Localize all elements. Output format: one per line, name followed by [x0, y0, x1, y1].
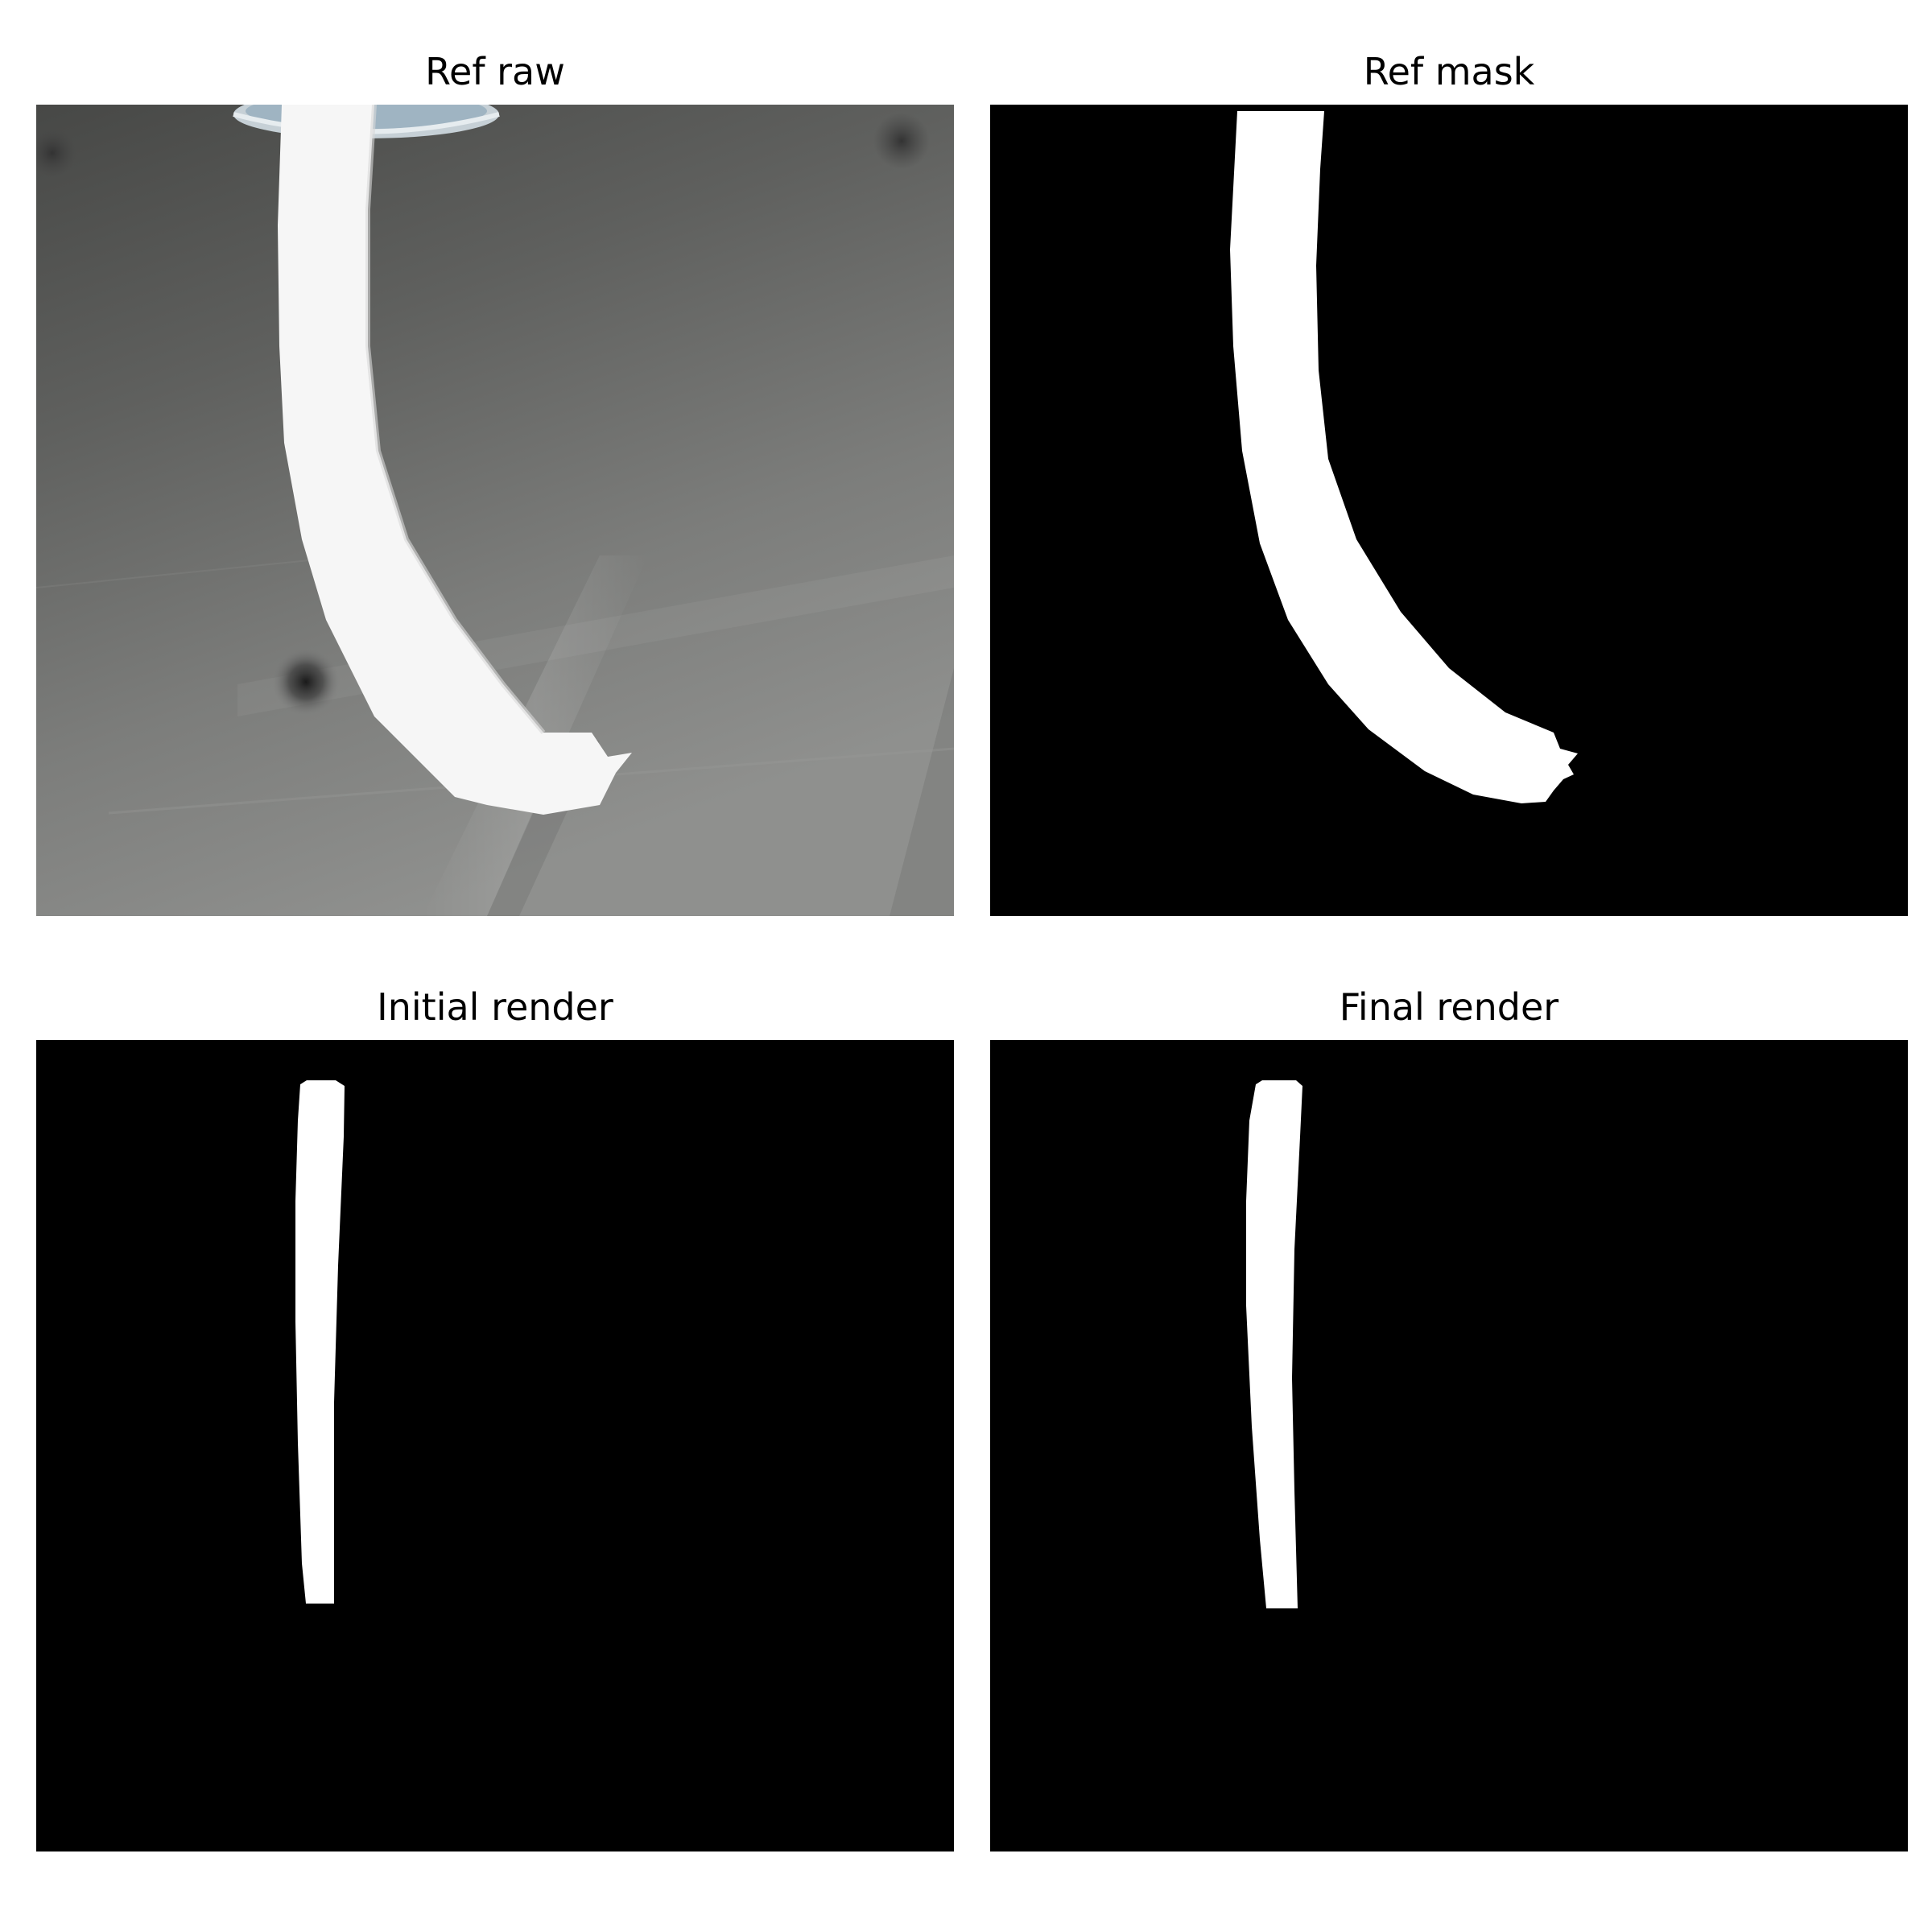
- ref-mask-title: Ref mask: [1363, 50, 1535, 93]
- initial-render-image: [36, 1040, 954, 1852]
- ref-raw-title: Ref raw: [425, 50, 565, 93]
- ref-raw-image: [36, 105, 954, 916]
- final-render-image: [990, 1040, 1908, 1852]
- ref-mask-image: [990, 105, 1908, 916]
- initial-render-title: Initial render: [377, 985, 613, 1029]
- final-render-title: Final render: [1339, 985, 1559, 1029]
